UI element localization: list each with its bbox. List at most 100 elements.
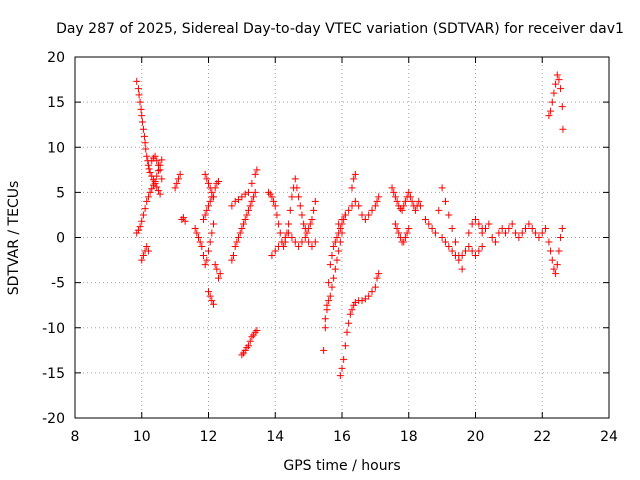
data-point	[438, 234, 446, 241]
data-point	[478, 243, 486, 251]
data-point	[213, 265, 221, 273]
y-axis-label: SDTVAR / TECUs	[6, 181, 22, 296]
data-point	[328, 252, 336, 260]
y-tick-label: -15	[42, 366, 65, 382]
data-point	[371, 202, 379, 210]
data-point	[338, 364, 346, 372]
data-point	[211, 261, 219, 269]
series-sdtvar-l	[238, 326, 261, 359]
data-point	[395, 229, 403, 237]
data-point	[273, 211, 281, 219]
data-point	[151, 152, 159, 160]
data-point	[179, 214, 187, 222]
data-point	[173, 179, 181, 187]
x-tick-label: 12	[200, 429, 218, 445]
data-point	[368, 206, 376, 214]
data-point	[285, 220, 293, 228]
data-point	[350, 175, 358, 183]
x-tick-labels: 8 10 12 14 16 18 20 22 24	[71, 429, 618, 445]
data-point	[338, 215, 346, 223]
data-point	[268, 252, 276, 260]
data-point	[143, 152, 151, 160]
data-point	[268, 193, 276, 201]
data-point	[448, 224, 456, 232]
data-point	[548, 98, 556, 106]
data-point	[351, 170, 359, 178]
data-point	[203, 175, 211, 183]
data-point	[320, 346, 328, 354]
series-sdtvar-k	[228, 166, 261, 210]
chart-title: Day 287 of 2025, Sidereal Day-to-day VTE…	[56, 21, 624, 37]
data-point	[151, 178, 159, 186]
data-point	[205, 202, 212, 210]
data-point	[201, 170, 209, 178]
data-point	[178, 215, 186, 223]
data-point	[241, 190, 249, 198]
data-point	[488, 234, 496, 241]
data-point	[550, 265, 558, 273]
data-point	[365, 211, 373, 219]
data-point	[321, 315, 329, 323]
data-point	[144, 247, 152, 255]
series-sdtvar-u	[391, 220, 413, 246]
data-point	[451, 238, 459, 246]
data-point	[325, 297, 333, 305]
x-tick-label: 14	[266, 429, 284, 445]
data-point	[211, 184, 219, 192]
data-point	[246, 202, 254, 210]
ticks	[74, 56, 610, 419]
grid	[75, 57, 609, 418]
data-point	[335, 220, 343, 228]
x-tick-label: 16	[333, 429, 351, 445]
data-point	[153, 183, 161, 191]
data-point	[400, 202, 408, 210]
y-tick-label: 20	[47, 50, 65, 66]
data-point	[139, 252, 147, 260]
data-point	[330, 274, 338, 282]
data-point	[205, 288, 212, 296]
data-point	[346, 310, 354, 318]
data-point	[251, 328, 259, 336]
data-point	[341, 211, 349, 219]
data-point	[194, 234, 202, 241]
data-point	[246, 337, 254, 345]
data-point	[482, 224, 490, 232]
data-point	[388, 184, 396, 192]
data-point	[445, 243, 453, 251]
data-point	[492, 238, 500, 246]
data-point	[291, 175, 299, 183]
data-point	[341, 342, 349, 350]
data-point	[326, 292, 334, 300]
data-point	[271, 202, 279, 210]
data-point	[345, 206, 353, 214]
data-point	[425, 220, 433, 228]
data-point	[333, 234, 341, 241]
data-point	[512, 229, 520, 237]
data-point	[403, 229, 411, 237]
data-point	[245, 188, 253, 196]
data-point	[235, 234, 243, 241]
data-point	[553, 71, 561, 79]
data-point	[458, 252, 466, 260]
data-point	[355, 202, 363, 210]
data-point	[228, 202, 236, 210]
data-point	[137, 105, 145, 113]
data-point	[351, 197, 359, 205]
data-point	[438, 184, 446, 192]
data-point	[149, 181, 157, 189]
data-point	[508, 220, 516, 228]
data-point	[250, 193, 258, 201]
data-point	[139, 125, 147, 133]
data-point	[158, 156, 166, 164]
data-point	[201, 211, 209, 219]
data-point	[286, 206, 294, 214]
data-point	[248, 197, 256, 205]
data-point	[133, 77, 141, 85]
data-point	[251, 170, 259, 178]
data-point	[303, 229, 311, 237]
series-sdtvar-z	[545, 71, 567, 133]
data-point	[138, 256, 146, 264]
data-point	[240, 220, 248, 228]
data-point	[138, 217, 146, 225]
data-point	[145, 165, 153, 173]
